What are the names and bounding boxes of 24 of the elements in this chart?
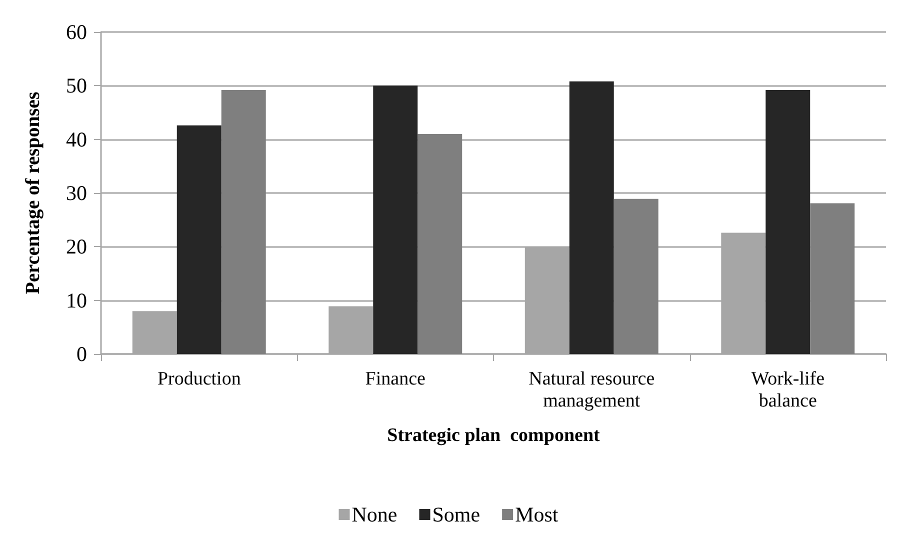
x-tick-label: Natural resource management	[528, 368, 655, 412]
bar	[569, 81, 614, 354]
y-tick-label: 20	[66, 234, 87, 259]
bar	[176, 125, 222, 354]
x-tick-label: Finance	[365, 368, 426, 390]
legend-label: Some	[432, 502, 480, 526]
bar	[418, 134, 462, 354]
bar	[810, 203, 855, 354]
bar	[614, 198, 658, 354]
y-tick-label: 40	[66, 127, 87, 152]
bar	[221, 90, 266, 354]
y-tick-label: 30	[66, 181, 87, 205]
y-tick-label: 0	[76, 342, 87, 366]
y-tick-label: 50	[66, 74, 87, 98]
x-tick-label: Work-life balance	[751, 368, 825, 412]
legend-label: Most	[515, 502, 558, 526]
y-tick-label: 60	[66, 20, 87, 44]
legend-label: None	[352, 502, 398, 526]
y-axis-title: Percentage of responses	[22, 92, 44, 294]
y-tick-label: 10	[66, 288, 87, 312]
bar	[766, 90, 810, 354]
x-tick-label: Production	[157, 368, 242, 390]
x-axis-title: Strategic plan component	[387, 425, 601, 446]
bar	[373, 86, 418, 354]
